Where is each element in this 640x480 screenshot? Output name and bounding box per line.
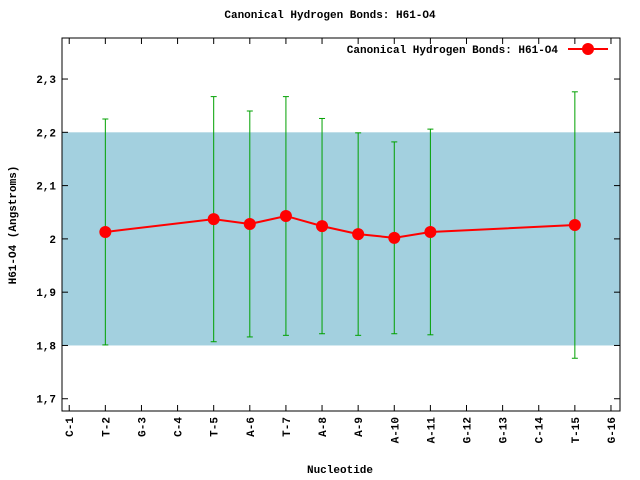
x-tick-label: T-2	[101, 417, 113, 437]
y-tick-label: 2,3	[36, 75, 56, 87]
x-tick-label: A-8	[318, 417, 330, 437]
x-tick-label: T-7	[282, 417, 294, 437]
x-tick-label: C-1	[65, 417, 77, 437]
x-tick-label: G-12	[463, 417, 475, 443]
y-tick-label: 2,2	[36, 128, 56, 140]
x-tick-label: A-6	[246, 417, 258, 437]
reference-band	[62, 132, 620, 346]
data-point	[207, 213, 220, 226]
chart-title: Canonical Hydrogen Bonds: H61-O4	[224, 10, 436, 22]
y-tick-label: 1,8	[36, 341, 56, 353]
y-tick-label: 1,7	[36, 395, 56, 407]
x-tick-label: G-16	[607, 417, 619, 443]
data-point	[352, 228, 365, 241]
y-axis-label: H61-O4 (Angstroms)	[8, 166, 20, 285]
x-tick-label: A-10	[390, 417, 402, 443]
plot-frame	[61, 37, 621, 412]
x-tick-label: C-4	[174, 417, 186, 437]
x-tick-label: A-11	[426, 417, 438, 444]
data-point	[316, 220, 329, 233]
data-point	[243, 217, 256, 230]
x-axis-label: Nucleotide	[307, 465, 373, 477]
x-tick-label: T-15	[571, 417, 583, 444]
data-point	[568, 219, 581, 232]
x-tick-label: T-5	[210, 417, 222, 437]
legend-swatch-marker	[582, 43, 594, 55]
data-point	[279, 209, 292, 222]
x-tick-label: G-3	[137, 417, 149, 437]
x-tick-label: A-9	[354, 417, 366, 437]
y-tick-label: 1,9	[36, 288, 56, 300]
legend-label: Canonical Hydrogen Bonds: H61-O4	[347, 45, 559, 57]
data-point	[99, 225, 112, 238]
y-tick-label: 2	[49, 235, 56, 247]
data-point	[388, 231, 401, 244]
data-point	[424, 225, 437, 238]
x-tick-label: G-13	[499, 417, 511, 444]
x-tick-label: C-14	[535, 417, 547, 444]
y-tick-label: 2,1	[36, 182, 56, 194]
